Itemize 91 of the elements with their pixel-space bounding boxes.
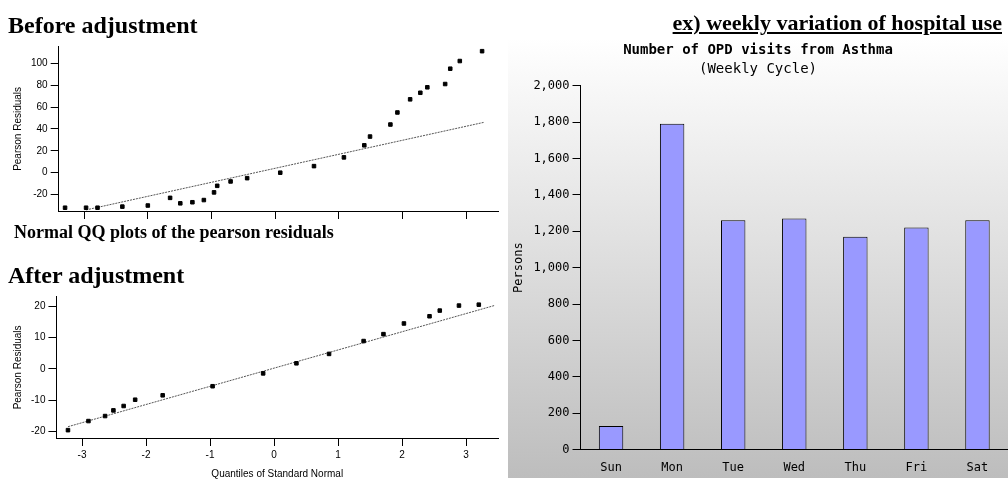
y-tick-label: 200 (547, 405, 570, 420)
x-tick-label: 2 (399, 448, 406, 460)
x-tick-label: Thu (844, 459, 867, 474)
y-tick-label: 600 (547, 332, 570, 347)
y-tick-label: 1,200 (533, 223, 570, 238)
x-axis-title: Quantiles of Standard Normal (211, 467, 344, 479)
point (447, 66, 453, 71)
y-tick-label: -20 (33, 188, 49, 200)
point (167, 195, 173, 201)
point (326, 351, 332, 357)
x-tick-label: Tue (722, 459, 745, 474)
point (381, 331, 386, 337)
x-tick-label: -3 (77, 448, 87, 460)
y-tick-label: 800 (547, 296, 570, 311)
point (442, 81, 448, 87)
text: ex) weekly variation of hospital use (671, 9, 1003, 37)
x-tick-label: 1 (335, 448, 342, 460)
point (367, 134, 373, 139)
point (210, 383, 215, 389)
y-tick-label: 40 (36, 122, 49, 134)
chart-subtitle: (Weekly Cycle) (698, 59, 818, 76)
x-tick-label: 3 (463, 448, 470, 460)
point (476, 302, 482, 307)
y-axis-title: Persons (511, 242, 526, 293)
point (311, 163, 317, 169)
point (401, 321, 407, 326)
point (65, 427, 71, 433)
point (214, 183, 220, 189)
y-tick-label: 1,000 (533, 259, 570, 274)
y-tick-label: 20 (36, 144, 49, 156)
point (62, 205, 68, 210)
point (418, 90, 423, 96)
y-axis-title: Pearson Residuals (11, 86, 23, 171)
point (479, 48, 485, 54)
y-tick-label: 2,000 (533, 77, 570, 92)
point (83, 205, 89, 210)
point (244, 175, 250, 181)
chart-title: Before adjustment (8, 11, 198, 38)
x-tick-label: Mon (661, 459, 683, 474)
point (121, 403, 126, 409)
point (425, 85, 430, 90)
point (120, 204, 125, 209)
point (95, 205, 100, 210)
y-tick-label: -10 (31, 394, 46, 406)
point (388, 122, 393, 127)
x-tick-label: 0 (271, 448, 278, 460)
point (211, 190, 217, 195)
point (178, 201, 183, 206)
text: Normal QQ plots of the pearson residuals (13, 221, 335, 244)
y-tick-label: 20 (34, 299, 46, 311)
chart-title: After adjustment (8, 261, 185, 288)
y-tick-label: 1,400 (533, 186, 570, 201)
x-tick-label: Sat (966, 459, 989, 474)
y-tick-label: 0 (39, 362, 46, 374)
point (395, 110, 400, 115)
x-tick-label: -2 (141, 448, 151, 460)
x-tick-label: Sun (600, 459, 622, 474)
y-tick-label: 10 (34, 331, 46, 343)
point (407, 97, 413, 102)
point (201, 197, 207, 203)
x-tick-label: -1 (205, 448, 215, 460)
point (86, 418, 91, 424)
chart-title: Number of OPD visits from Asthma (623, 41, 893, 58)
point (102, 413, 108, 419)
y-tick-label: 100 (31, 56, 49, 68)
y-axis-title: Pearson Residuals (11, 325, 23, 410)
point (145, 203, 151, 208)
y-tick-label: 1,600 (533, 150, 570, 165)
x-tick-label: Fri (905, 459, 928, 474)
point (361, 338, 366, 344)
point (437, 308, 443, 313)
y-tick-label: 80 (36, 78, 49, 90)
point (160, 393, 165, 398)
y-tick-label: -20 (31, 425, 46, 437)
point (228, 179, 233, 184)
point (294, 361, 299, 366)
point (456, 303, 462, 308)
y-tick-label: 0 (42, 166, 49, 178)
y-tick-label: 1,800 (533, 114, 570, 129)
point (260, 371, 266, 376)
point (457, 58, 463, 64)
y-tick-label: 400 (547, 368, 570, 383)
point (341, 155, 347, 160)
point (362, 143, 367, 148)
point (427, 313, 432, 319)
point (111, 408, 116, 413)
point (277, 170, 283, 175)
point (190, 199, 195, 205)
y-tick-label: 60 (36, 100, 49, 112)
point (132, 397, 138, 402)
x-tick-label: Wed (783, 459, 806, 474)
